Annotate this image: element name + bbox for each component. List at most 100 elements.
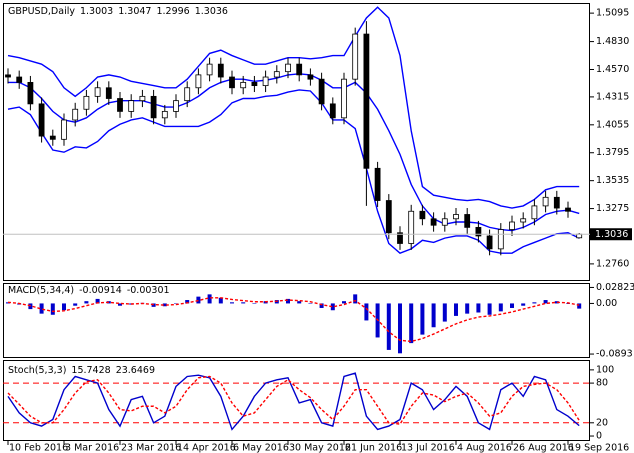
candle-body (161, 110, 168, 119)
macd-bar (364, 303, 369, 321)
macd-bar (84, 301, 89, 304)
macd-bar (162, 303, 167, 307)
macd-bar (510, 303, 514, 308)
candle-body (173, 100, 179, 112)
indicator-header: MACD(5,34,4) -0.00914 -0.00301 (8, 285, 170, 296)
candle-body (509, 221, 515, 230)
y-tick-label: 0 (596, 431, 602, 442)
macd-bar (442, 303, 447, 322)
candle-body (262, 76, 269, 87)
candle-body (341, 78, 347, 119)
macd-bar (476, 303, 481, 313)
candle-body (464, 214, 471, 228)
stoch-main (7, 372, 580, 431)
macd-bar (386, 303, 391, 350)
macd-bar (308, 303, 313, 304)
macd-bar (95, 298, 100, 304)
macd-signal (7, 297, 580, 343)
indicator-value: 23.6469 (116, 365, 155, 376)
candle-body (139, 95, 146, 102)
candle-body (217, 63, 224, 78)
candle-body (27, 81, 34, 105)
x-tick-label: 13 Jul 2016 (401, 443, 455, 453)
macd-bar (319, 303, 324, 308)
macd-bar (73, 303, 78, 306)
candle-body (38, 103, 45, 137)
macd-bar (431, 303, 436, 328)
y-tick-label: 20 (596, 417, 608, 428)
x-tick-label: 10 Feb 2016 (9, 443, 68, 453)
macd-bar (398, 303, 402, 354)
indicator-value: 1.3036 (195, 6, 228, 17)
candle-body (5, 74, 11, 78)
y-tick-label: -0.0893 (596, 349, 633, 360)
indicator-name: Stoch(5,3,3) (8, 365, 66, 376)
y-tick-label: 1.5095 (596, 8, 629, 19)
x-tick-label: 21 Jun 2016 (345, 443, 402, 453)
candle-body (397, 232, 403, 244)
candle-body (486, 235, 493, 250)
candle-body (363, 33, 370, 169)
macd-bar (252, 303, 257, 304)
bollinger-band (8, 73, 580, 232)
candle-body (385, 200, 392, 234)
indicator-value: 1.3003 (80, 6, 113, 17)
macd-bar (39, 303, 44, 314)
x-tick-label: 26 Aug 2016 (513, 443, 574, 453)
macd-bar (465, 303, 470, 314)
indicator-name: MACD(5,34,4) (8, 285, 74, 296)
indicator-value: -0.00301 (127, 285, 170, 296)
y-tick-label: 80 (596, 378, 608, 389)
candle-body (273, 71, 280, 78)
y-tick-label: 1.3795 (596, 147, 629, 158)
macd-bar (218, 297, 223, 304)
x-tick-label: 23 Mar 2016 (121, 443, 181, 453)
y-tick-label: 100 (596, 364, 614, 375)
macd-bar (487, 303, 492, 315)
x-tick-label: 30 May 2016 (289, 443, 351, 453)
macd-bar (543, 300, 548, 304)
candle-body (307, 74, 314, 80)
x-tick-label: 4 Aug 2016 (457, 443, 512, 453)
x-tick-label: 6 May 2016 (233, 443, 289, 453)
macd-bar (50, 303, 55, 315)
macd-bar (577, 303, 582, 309)
macd-bar (118, 303, 122, 306)
last-price-box (590, 228, 632, 241)
y-tick-label: 1.4570 (596, 64, 629, 75)
macd-bar (297, 301, 302, 304)
candle-body (542, 196, 549, 207)
stoch-signal (7, 375, 580, 425)
macd-bar (532, 302, 537, 304)
candle-body (83, 95, 90, 110)
macd-bar (454, 303, 458, 316)
candle-body (329, 103, 336, 119)
candle-body (441, 218, 448, 226)
bollinger-band (7, 6, 580, 209)
candle-body (374, 167, 381, 201)
candle-body (475, 226, 482, 237)
macd-bar (342, 301, 346, 304)
macd-bar (498, 303, 503, 312)
y-tick-label: 0.02823 (596, 282, 634, 293)
macd-bar (174, 303, 178, 304)
y-tick-label: 1.3275 (596, 203, 629, 214)
macd-bar (241, 302, 246, 304)
candle-body (497, 229, 504, 250)
macd-bar (554, 301, 559, 304)
candle-body (229, 76, 235, 89)
candle-body (94, 87, 101, 97)
indicator-header: GBPUSD,Daily 1.3003 1.3047 1.2996 1.3036 (8, 6, 228, 17)
candle-body (128, 100, 135, 112)
y-tick-label: 1.2760 (596, 258, 629, 269)
candle-body (150, 95, 157, 119)
candle-body (285, 63, 291, 73)
candle-body (520, 218, 527, 223)
indicator-value: 15.7428 (71, 365, 110, 376)
candle-body (453, 214, 459, 220)
indicator-value: 1.2996 (156, 6, 189, 17)
indicator-value: -0.00914 (79, 285, 122, 296)
price-panel (3, 3, 590, 281)
